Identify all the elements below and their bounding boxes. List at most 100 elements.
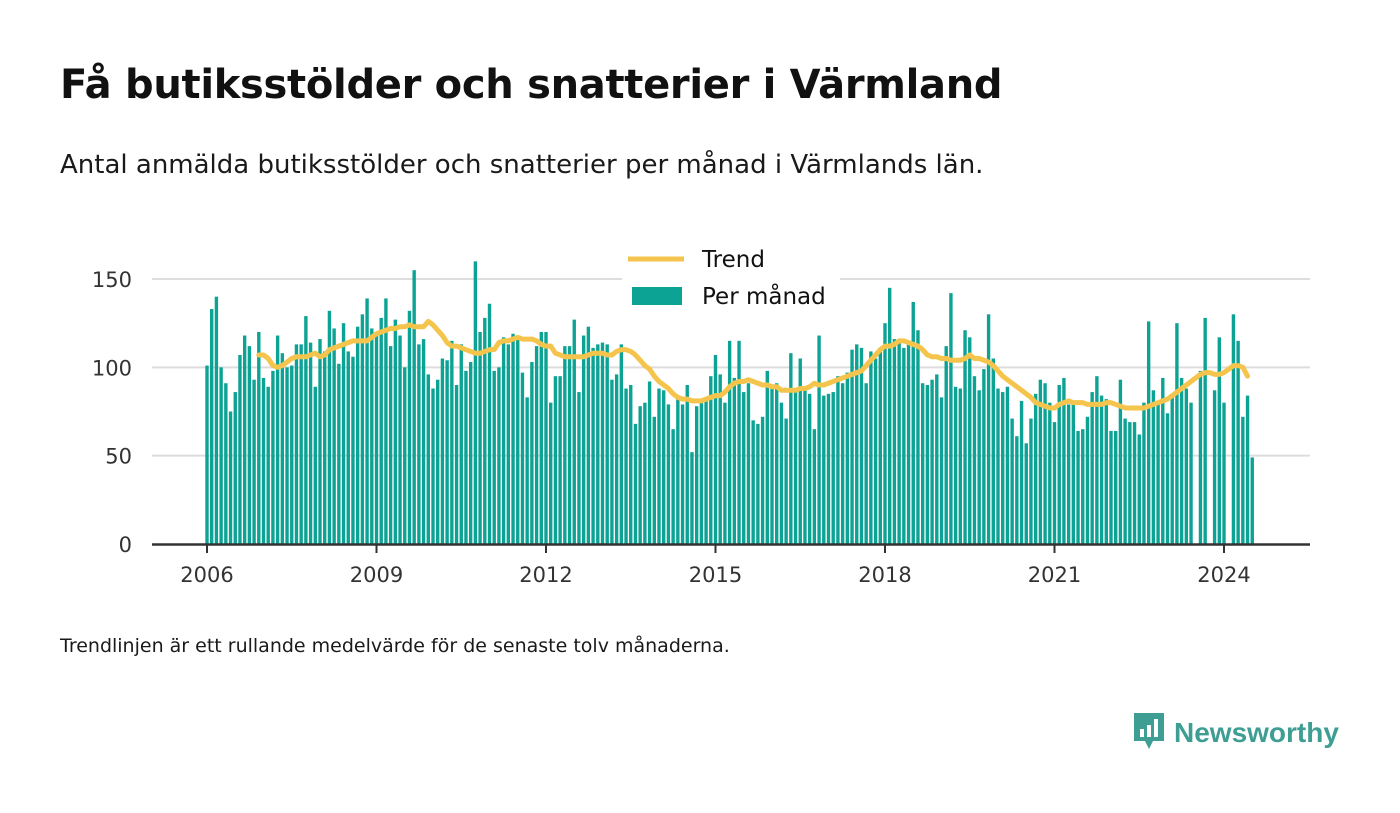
bar [732,377,737,544]
chart-subtitle: Antal anmälda butiksstölder och snatteri… [60,150,984,180]
bar [332,328,336,544]
bar [238,354,242,544]
bar [1137,434,1141,544]
bar [304,316,308,544]
bar [384,298,388,544]
bar [1019,400,1024,544]
bar [454,385,459,544]
chart-title: Få butiksstölder och snatterier i Värmla… [60,62,1003,108]
bar [742,392,746,544]
bar [1001,392,1005,544]
brand-logo[interactable]: Newsworthy [1132,711,1339,755]
bar [572,319,576,544]
newsworthy-logo-icon [1132,711,1166,755]
bar [563,346,567,544]
bar [963,330,967,544]
bar [1241,416,1245,544]
bar [341,323,346,544]
bar [996,388,1000,544]
bar [534,346,539,544]
bar [869,351,873,544]
bar [817,335,821,544]
bar [511,333,515,544]
bar [803,388,807,544]
bar [756,423,760,544]
bar [958,388,963,544]
bar [982,369,986,544]
bar [972,376,977,544]
bar [1005,386,1010,544]
bar [1128,422,1132,544]
bar [1015,436,1019,544]
bar [925,385,930,544]
bar [1085,416,1090,544]
bar [497,367,501,544]
bar [746,383,751,544]
bar [859,347,864,544]
y-tick-label: 50 [105,445,132,469]
bar [939,397,944,544]
bars [205,261,1254,544]
bar [1048,402,1052,544]
bar [459,344,463,544]
bar [210,309,214,544]
bar [516,335,520,544]
bar [417,344,421,544]
bar [468,362,473,544]
bar [370,328,374,544]
bar [812,429,817,544]
bar [360,314,365,544]
bar [275,335,280,544]
bar [544,332,548,544]
bar [883,323,887,544]
bar [346,351,350,544]
bar [1217,337,1221,544]
bar [1151,390,1156,544]
bar [355,326,360,544]
y-tick-label: 150 [92,268,132,292]
bar [478,332,482,544]
bar [327,310,332,544]
bar [713,354,718,544]
bar [930,379,934,544]
bar [1165,413,1170,544]
bar [888,287,892,544]
brand-name: Newsworthy [1174,717,1339,748]
bar [779,402,784,544]
bar [464,370,468,544]
bar [1123,418,1127,544]
bar [770,386,774,544]
bar [737,340,741,544]
bar [501,337,506,544]
bar [205,365,209,544]
bar [657,388,661,544]
bar [694,406,699,544]
bar [219,367,223,544]
bar [662,390,666,544]
bar [1156,404,1160,544]
bar [944,346,948,544]
bar [727,340,732,544]
bar [1114,430,1118,544]
x-tick-label: 2018 [858,563,911,587]
bar [798,358,802,544]
bar [242,335,247,544]
y-tick-label: 100 [92,356,132,380]
bar [1038,379,1043,544]
bar [487,303,492,544]
bar [1142,402,1146,544]
bar [337,363,341,544]
bar [558,376,562,544]
bar [676,399,680,544]
y-tick-labels: 0 50 100 150 [92,268,132,557]
bar [878,351,882,544]
bar [299,344,303,544]
bar [596,344,600,544]
bar [991,358,995,544]
bar [902,347,906,544]
x-tick-label: 2012 [519,563,572,587]
bar [968,337,972,544]
x-tick-label: 2009 [350,563,403,587]
bar [784,418,788,544]
